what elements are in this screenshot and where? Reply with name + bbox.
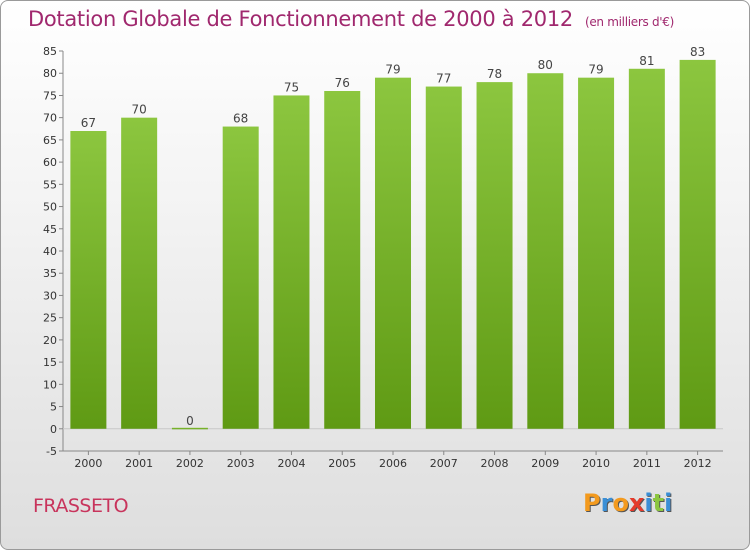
x-tick-label: 2003 [227, 457, 255, 470]
bar-2004 [273, 95, 310, 429]
unit-label: (en milliers d'€) [584, 15, 674, 29]
y-tick-label: 70 [43, 112, 57, 125]
data-label: 78 [487, 67, 502, 81]
y-tick-label: 55 [43, 178, 57, 191]
x-tick-label: 2000 [74, 457, 102, 470]
x-tick-label: 2006 [379, 457, 407, 470]
y-tick-label: 75 [43, 89, 57, 102]
data-label: 67 [81, 116, 96, 130]
y-tick-label: 80 [43, 67, 57, 80]
y-tick-label: 30 [43, 289, 57, 302]
proxiti-logo: Proxiti [583, 489, 672, 517]
x-tick-label: 2008 [481, 457, 509, 470]
bar-2011 [628, 68, 665, 429]
data-label: 81 [639, 54, 654, 68]
y-tick-label: 65 [43, 134, 57, 147]
data-label: 79 [588, 63, 603, 77]
bar-2001 [121, 117, 158, 429]
x-tick-label: 2010 [582, 457, 610, 470]
data-label: 80 [538, 58, 553, 72]
y-tick-label: 45 [43, 223, 57, 236]
bar-2009 [527, 73, 564, 429]
bar-2008 [476, 82, 513, 429]
y-tick-label: -5 [46, 445, 57, 458]
data-label: 83 [690, 45, 705, 59]
bar-2012 [679, 59, 716, 429]
bar-2000 [70, 131, 107, 429]
x-tick-label: 2001 [125, 457, 153, 470]
logo-letter: i [664, 489, 673, 517]
x-tick-label: 2007 [430, 457, 458, 470]
bar-2006 [375, 77, 411, 429]
y-tick-label: 60 [43, 156, 57, 169]
chart-title: Dotation Globale de Fonctionnement de 20… [28, 7, 674, 31]
logo-letter: x [628, 489, 645, 517]
commune-name: FRASSETO [33, 495, 129, 517]
y-tick-label: 40 [43, 245, 57, 258]
logo-letter: P [583, 489, 601, 517]
logo-letter: t [652, 489, 665, 517]
bar-2002 [171, 427, 208, 430]
bar-2010 [578, 77, 615, 429]
y-tick-label: 25 [43, 312, 57, 325]
y-tick-label: 20 [43, 334, 57, 347]
x-tick-label: 2012 [684, 457, 712, 470]
bar-2003 [222, 126, 259, 429]
data-label: 0 [186, 414, 194, 428]
bar-2005 [324, 91, 361, 429]
y-tick-label: 85 [43, 45, 57, 58]
y-tick-label: 50 [43, 201, 57, 214]
title-text: Dotation Globale de Fonctionnement de 20… [28, 7, 573, 31]
x-tick-label: 2005 [328, 457, 356, 470]
data-label: 75 [284, 80, 299, 94]
x-tick-label: 2011 [633, 457, 661, 470]
y-tick-label: 15 [43, 356, 57, 369]
x-tick-label: 2009 [531, 457, 559, 470]
data-label: 70 [132, 103, 147, 117]
logo-letter: r [600, 489, 613, 517]
data-label: 68 [233, 112, 248, 126]
y-tick-label: 0 [50, 423, 57, 436]
y-tick-label: 35 [43, 267, 57, 280]
data-label: 79 [385, 63, 400, 77]
logo-letter: o [612, 489, 629, 517]
x-tick-label: 2004 [277, 457, 305, 470]
y-tick-label: 10 [43, 378, 57, 391]
logo-letter: i [644, 489, 653, 517]
data-label: 76 [335, 76, 350, 90]
bar-2007 [425, 86, 462, 429]
x-tick-label: 2002 [176, 457, 204, 470]
data-label: 77 [436, 72, 451, 86]
y-tick-label: 5 [50, 401, 57, 414]
